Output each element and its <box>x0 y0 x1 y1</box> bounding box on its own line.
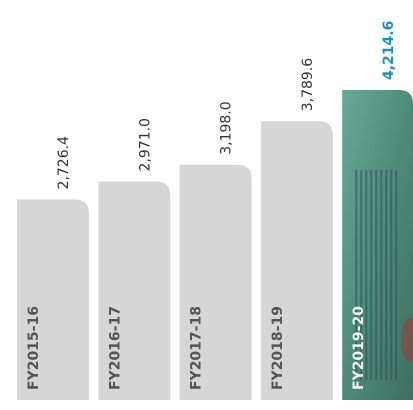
value-label: 2,726.4 <box>56 136 72 190</box>
category-label: FY2015-16 <box>26 306 42 390</box>
bar <box>98 181 171 400</box>
bar <box>179 164 252 400</box>
category-label: FY2019-20 <box>351 306 367 390</box>
value-label: 4,214.6 <box>381 21 397 80</box>
bar <box>260 121 333 401</box>
category-label: FY2017-18 <box>189 306 205 390</box>
photo-chair <box>401 318 413 362</box>
bar <box>17 199 89 400</box>
bar-photo-detail <box>355 170 413 380</box>
value-label: 2,971.0 <box>137 118 153 171</box>
category-label: FY2018-19 <box>270 306 286 390</box>
value-label: 3,198.0 <box>219 101 235 154</box>
category-label: FY2016-17 <box>107 306 123 390</box>
value-label: 3,789.6 <box>300 58 316 112</box>
